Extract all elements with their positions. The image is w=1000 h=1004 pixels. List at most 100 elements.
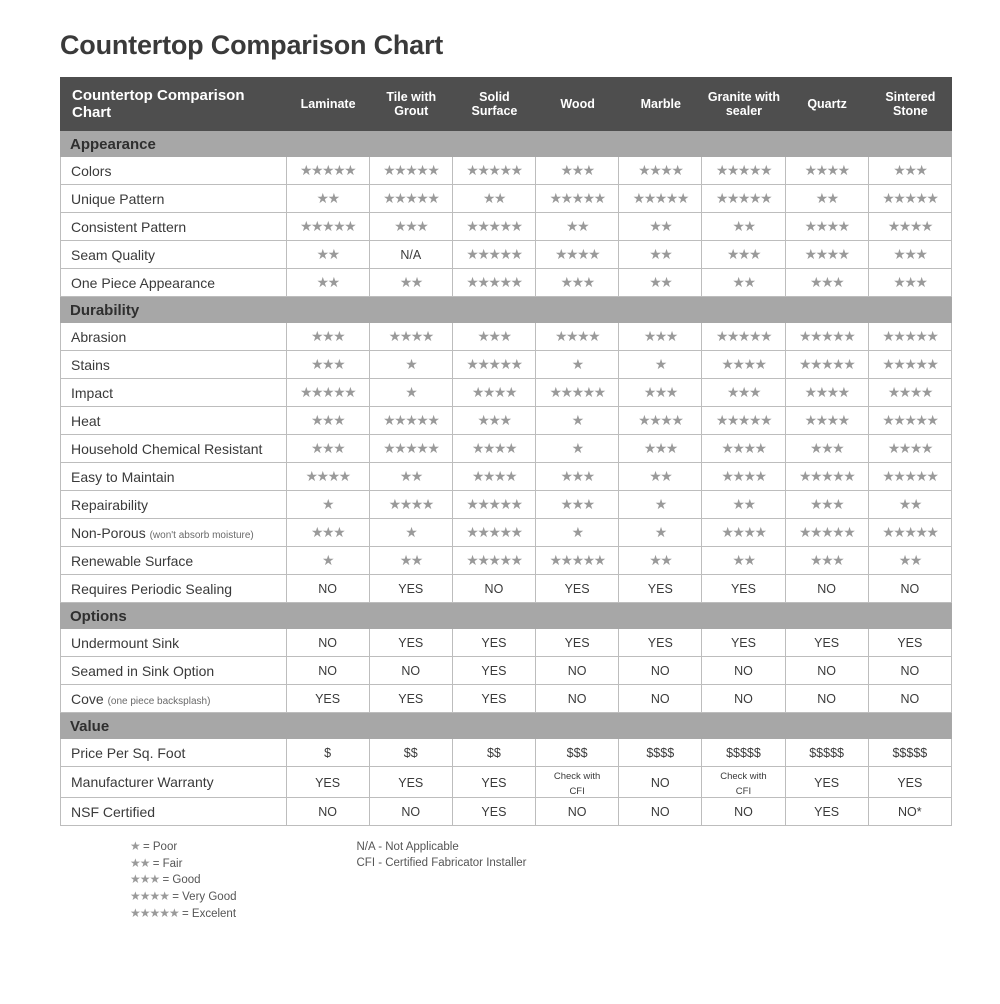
cell: YES: [453, 657, 536, 685]
cell-text: NO: [651, 692, 670, 706]
star-rating: ★★★★★: [716, 328, 771, 344]
cell-text: NO: [900, 582, 919, 596]
row-label: Repairability: [60, 491, 287, 519]
cell: ★★: [536, 213, 619, 241]
cell: ★★★: [869, 157, 952, 185]
cell: ★★★★★: [702, 323, 785, 351]
cell: ★★★★: [702, 351, 785, 379]
header-label-cell: Countertop Comparison Chart: [60, 77, 287, 131]
row-label: Cove (one piece backsplash): [60, 685, 287, 713]
star-rating: ★★: [400, 552, 422, 568]
star-rating: ★★★: [893, 274, 926, 290]
cell: ★★★: [453, 323, 536, 351]
cell: YES: [702, 575, 785, 603]
star-rating: ★★★★: [805, 246, 849, 262]
cell: ★★: [702, 269, 785, 297]
cell: ★★: [869, 547, 952, 575]
cell: ★★★★★: [536, 379, 619, 407]
star-rating: ★★★: [644, 384, 677, 400]
col-header: Wood: [536, 77, 619, 131]
cell-text: YES: [481, 805, 506, 819]
cell: ★★★: [287, 435, 370, 463]
cell: ★★★★: [786, 407, 869, 435]
header-row: Countertop Comparison Chart Laminate Til…: [60, 77, 952, 131]
star-rating: ★★★★★: [466, 496, 521, 512]
cell: NO*: [869, 798, 952, 826]
table-row: Renewable Surface★★★★★★★★★★★★★★★★★★★★★★: [60, 547, 952, 575]
cell-text: NO: [318, 805, 337, 819]
table-row: Requires Periodic SealingNOYESNOYESYESYE…: [60, 575, 952, 603]
star-rating: ★★: [317, 274, 339, 290]
star-rating: ★★: [649, 218, 671, 234]
cell: ★★: [869, 491, 952, 519]
cell: ★★★★★: [702, 157, 785, 185]
cell-text: $$: [404, 746, 418, 760]
row-label: Undermount Sink: [60, 629, 287, 657]
cell-text: YES: [814, 636, 839, 650]
col-header: Quartz: [786, 77, 869, 131]
cell: ★★★★: [536, 323, 619, 351]
cell: $$$$$: [786, 739, 869, 767]
cell: NO: [453, 575, 536, 603]
cell-text: NO: [401, 664, 420, 678]
star-rating: ★★★: [561, 162, 594, 178]
table-row: Cove (one piece backsplash)YESYESYESNONO…: [60, 685, 952, 713]
star-rating: ★★★: [311, 356, 344, 372]
star-rating: ★★★★★: [799, 524, 854, 540]
cell: ★★★★★: [869, 351, 952, 379]
cell: ★★: [287, 241, 370, 269]
star-rating: ★★: [317, 246, 339, 262]
cell: ★: [536, 519, 619, 547]
cell-text: Check withCFI: [554, 771, 600, 797]
cell: YES: [370, 767, 453, 798]
cell: ★★★: [702, 379, 785, 407]
cell: ★: [370, 379, 453, 407]
row-label: Colors: [60, 157, 287, 185]
col-header: Sintered Stone: [869, 77, 952, 131]
cell: ★★★★★: [536, 547, 619, 575]
cell: ★★★★: [702, 463, 785, 491]
star-rating: ★★★: [893, 246, 926, 262]
star-rating: ★★: [732, 552, 754, 568]
star-rating: ★★★★★: [799, 328, 854, 344]
cell-text: YES: [897, 776, 922, 790]
cell-text: YES: [481, 664, 506, 678]
star-rating: ★★: [317, 190, 339, 206]
cell: ★: [536, 407, 619, 435]
star-rating: ★★★: [727, 384, 760, 400]
star-rating: ★★★★: [472, 440, 516, 456]
cell: ★★★★: [453, 379, 536, 407]
cell-text: NO: [318, 636, 337, 650]
cell: ★★★: [869, 269, 952, 297]
cell: YES: [287, 767, 370, 798]
star-rating: ★: [322, 496, 333, 512]
table-row: Stains★★★★★★★★★★★★★★★★★★★★★★★★★: [60, 351, 952, 379]
cell: YES: [869, 629, 952, 657]
star-rating: ★★★★: [888, 218, 932, 234]
comparison-table: Countertop Comparison Chart Laminate Til…: [60, 77, 952, 826]
star-rating: ★★★★★: [716, 162, 771, 178]
star-rating: ★★★: [394, 218, 427, 234]
cell: ★★★★★: [370, 157, 453, 185]
col-header: Tile with Grout: [370, 77, 453, 131]
cell: ★★★★: [786, 157, 869, 185]
cell: ★★★★: [786, 213, 869, 241]
cell-text: YES: [315, 776, 340, 790]
cell-text: $$$$: [646, 746, 674, 760]
cell: ★★★★★: [536, 185, 619, 213]
cell-text: YES: [481, 636, 506, 650]
cell: ★★★: [619, 323, 702, 351]
star-rating: ★★★★★: [799, 356, 854, 372]
cell-text: NO: [900, 692, 919, 706]
star-rating: ★★★★: [389, 328, 433, 344]
cell: ★★: [370, 547, 453, 575]
cell-text: $$$$$: [809, 746, 844, 760]
section-label: Options: [60, 603, 952, 629]
row-label: One Piece Appearance: [60, 269, 287, 297]
star-rating: ★★★★: [888, 440, 932, 456]
cell-text: NO: [318, 664, 337, 678]
cell: ★★★★: [536, 241, 619, 269]
table-row: Non-Porous (won't absorb moisture)★★★★★★…: [60, 519, 952, 547]
star-rating: ★★★★: [555, 328, 599, 344]
cell: ★★★★: [453, 435, 536, 463]
